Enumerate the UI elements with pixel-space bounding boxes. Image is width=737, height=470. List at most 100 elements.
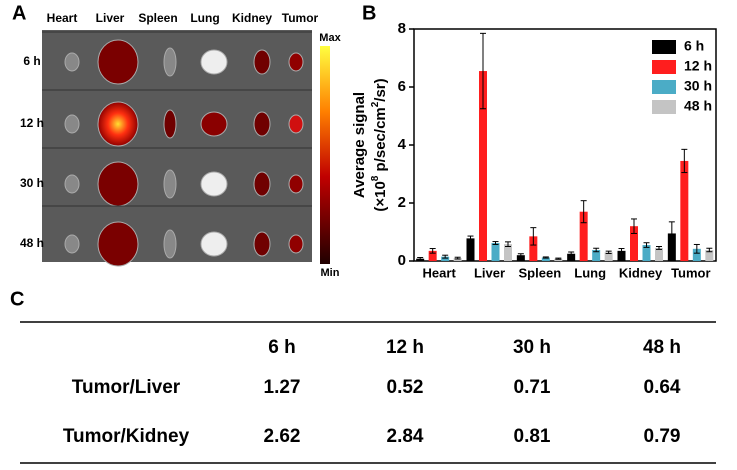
organ: [163, 109, 177, 139]
y-tick-label: 0: [398, 252, 406, 269]
organ: [97, 39, 139, 85]
bar: [705, 249, 714, 261]
bar: [579, 211, 588, 261]
y-axis-units: (×108 p/sec/cm2/sr): [370, 78, 389, 211]
legend-swatch: [652, 60, 676, 74]
y-axis-label: Average signal: [351, 92, 368, 198]
bar: [541, 257, 550, 261]
bar: [642, 245, 651, 261]
organ-image: [42, 30, 312, 267]
organ: [288, 114, 304, 134]
column-label: Lung: [190, 11, 219, 25]
organ: [97, 221, 139, 267]
organ: [163, 47, 177, 77]
colorbar-label: Min: [321, 267, 340, 279]
organ: [200, 171, 228, 197]
bar: [428, 250, 437, 261]
table-header: 48 h: [643, 337, 681, 358]
bar: [529, 236, 538, 261]
x-tick-label: Lung: [574, 265, 606, 280]
column-label: Tumor: [282, 11, 319, 25]
column-label: Spleen: [138, 11, 177, 25]
table-cell: 0.52: [387, 377, 424, 398]
organ: [200, 231, 228, 257]
organ: [253, 49, 271, 75]
organ: [288, 234, 304, 254]
bar: [504, 244, 512, 261]
bar: [453, 258, 462, 261]
y-tick-label: 4: [398, 136, 407, 153]
bar: [567, 253, 576, 261]
row-label: 30 h: [20, 176, 44, 190]
table-cell: 0.79: [644, 426, 681, 447]
bar: [592, 249, 601, 261]
x-tick-label: Liver: [474, 265, 505, 280]
organ: [64, 52, 80, 72]
panel-label: B: [362, 2, 376, 24]
table-header: 30 h: [513, 337, 551, 358]
bar: [692, 248, 701, 261]
row-label: 6 h: [23, 54, 40, 68]
legend-label: 12 h: [684, 58, 712, 74]
organ: [200, 49, 228, 75]
legend-swatch: [652, 40, 676, 54]
x-tick-label: Kidney: [619, 265, 663, 280]
organ: [253, 111, 271, 137]
colorbar: [320, 46, 330, 264]
row-label: 12 h: [20, 116, 44, 130]
y-axis-units-part: p/sec/cm: [372, 107, 389, 175]
organ: [97, 161, 139, 207]
organ: [97, 101, 139, 147]
bar: [441, 256, 450, 261]
legend-label: 30 h: [684, 78, 712, 94]
column-label: Heart: [47, 11, 78, 25]
y-axis-units-part: /sr): [372, 78, 389, 101]
x-tick-label: Spleen: [519, 265, 562, 280]
table-cell: 1.27: [264, 377, 301, 398]
bar: [667, 233, 676, 261]
y-axis-units-part: (×10: [372, 181, 389, 211]
bar: [680, 160, 689, 261]
organ: [64, 114, 80, 134]
bar: [491, 243, 500, 261]
organ: [288, 174, 304, 194]
y-tick-label: 6: [398, 78, 406, 95]
panel-label: C: [10, 288, 24, 310]
organ: [163, 229, 177, 259]
legend-label: 48 h: [684, 98, 712, 114]
table-row-label: Tumor/Kidney: [63, 426, 190, 447]
x-tick-label: Heart: [423, 265, 457, 280]
table-cell: 2.84: [387, 426, 424, 447]
legend-swatch: [652, 80, 676, 94]
organ: [64, 234, 80, 254]
colorbar-label: Max: [319, 32, 341, 44]
table-cell: 0.64: [644, 377, 681, 398]
x-tick-label: Tumor: [671, 265, 710, 280]
legend-swatch: [652, 100, 676, 114]
y-tick-label: 2: [398, 194, 406, 211]
table-header: 12 h: [386, 337, 424, 358]
panel-label: A: [12, 2, 26, 24]
organ: [163, 169, 177, 199]
y-axis-units-part: 2: [370, 101, 381, 107]
organ: [200, 111, 228, 137]
table-cell: 0.71: [514, 377, 551, 398]
organ: [253, 171, 271, 197]
table-cell: 0.81: [514, 426, 551, 447]
bar: [554, 258, 563, 261]
bar: [604, 252, 613, 261]
organ: [64, 174, 80, 194]
bar: [466, 238, 475, 261]
table-cell: 2.62: [264, 426, 301, 447]
row-label: 48 h: [20, 236, 44, 250]
column-label: Liver: [96, 11, 125, 25]
y-tick-label: 8: [398, 20, 406, 37]
bar: [655, 247, 663, 261]
bar: [617, 250, 626, 261]
table-row-label: Tumor/Liver: [72, 377, 181, 398]
legend-label: 6 h: [684, 38, 704, 54]
y-axis-units-part: 8: [370, 175, 381, 181]
organ: [288, 52, 304, 72]
table-header: 6 h: [268, 337, 295, 358]
